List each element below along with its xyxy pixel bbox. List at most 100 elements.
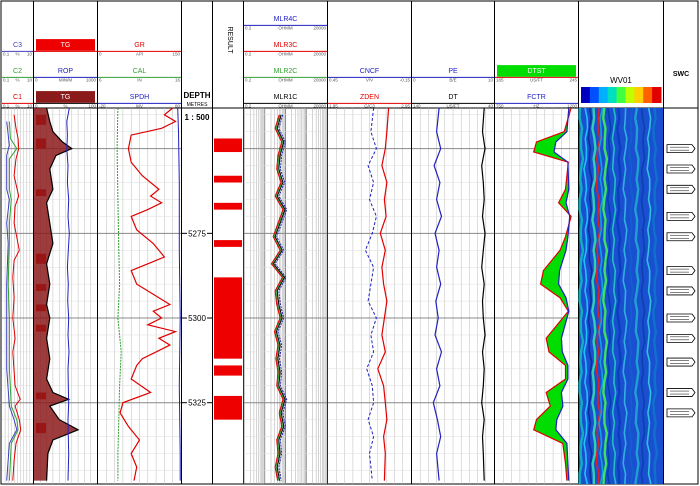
- scale-max: 1200: [567, 103, 578, 108]
- swc-marker: [666, 408, 696, 418]
- waveform-band: [633, 107, 640, 485]
- scale-max: 10: [27, 77, 33, 82]
- swc-marker: [666, 357, 696, 367]
- depth-tick-label: 5275: [188, 229, 206, 238]
- scale-unit: OHMM: [278, 51, 292, 56]
- waveform-band: [640, 107, 646, 485]
- curve-name: CAL: [133, 68, 147, 75]
- scale-min: 1.95: [329, 103, 338, 108]
- curve-name: GR: [134, 42, 145, 49]
- waveform-band: [606, 107, 612, 485]
- track-grid: [412, 108, 494, 484]
- series-MLR3C: [270, 114, 284, 481]
- scale-min: 750: [496, 103, 504, 108]
- waveform-band: [622, 107, 628, 485]
- curve-name: CNCF: [360, 68, 379, 75]
- result-interval: [214, 138, 242, 153]
- curve-name: TG: [61, 42, 71, 49]
- color-bar-segment: [625, 87, 635, 103]
- series-FCTR: [553, 107, 571, 481]
- result-interval: [214, 277, 242, 359]
- scale-unit: OHMM: [278, 103, 292, 108]
- scale-max: 20000: [313, 103, 326, 108]
- waveform-band: [595, 107, 601, 485]
- curve-name: C1: [13, 94, 22, 101]
- series-ZDEN: [377, 107, 390, 481]
- swc-marker: [666, 144, 696, 154]
- scale-max: 245: [569, 77, 577, 82]
- scale-min: 0: [35, 77, 38, 82]
- waveform-band: [591, 107, 597, 485]
- track-grid: [328, 108, 411, 484]
- series-MLR1C: [272, 114, 286, 481]
- series-MLR4C: [274, 114, 288, 481]
- waveform-band: [578, 107, 585, 485]
- scale-max: 1000: [86, 77, 97, 82]
- track-grid: [98, 108, 181, 484]
- scale-max: 80: [175, 103, 181, 108]
- waveform-band: [652, 107, 659, 485]
- series-DT: [481, 107, 486, 481]
- dtst-fctr-fill: [533, 108, 572, 481]
- color-bar-segment: [598, 87, 609, 103]
- scale-max: 10: [27, 103, 33, 108]
- scale-min: 0: [413, 77, 416, 82]
- swc-marker: [666, 232, 696, 242]
- color-bar-segment: [607, 87, 618, 103]
- scale-min: 0.1: [3, 77, 10, 82]
- scale-min: 0: [99, 51, 102, 56]
- track-grid: [243, 108, 328, 484]
- depth-scale: 1 : 500: [185, 113, 210, 122]
- curve-name: C2: [13, 68, 22, 75]
- curve-name: DT: [448, 94, 458, 101]
- scale-unit: %: [15, 51, 19, 56]
- wave-label: WV01: [610, 76, 632, 85]
- scale-unit: OHMM: [278, 77, 292, 82]
- scale-min: 0.2: [245, 25, 252, 30]
- scale-min: 6: [99, 77, 102, 82]
- scale-unit: V/V: [366, 77, 373, 82]
- scale-min: 0.2: [245, 103, 252, 108]
- curve-name: PE: [448, 68, 458, 75]
- waveform-band: [587, 107, 593, 485]
- curve-name: MLR1C: [274, 94, 298, 101]
- waveform-band: [583, 107, 589, 485]
- swc-marker: [666, 286, 696, 296]
- swc-marker: [666, 266, 696, 275]
- waveform-band: [628, 107, 634, 485]
- curve-name: ZDEN: [360, 94, 379, 101]
- header-fill-swatch: [497, 65, 576, 77]
- scale-max: 100: [88, 103, 96, 108]
- tg-fill: [34, 108, 79, 481]
- swc-marker: [666, 388, 696, 397]
- scale-unit: IN: [137, 77, 142, 82]
- scale-min: 0.1: [3, 51, 10, 56]
- scale-max: 20000: [313, 51, 326, 56]
- scale-unit: %: [15, 77, 19, 82]
- scale-min: 0: [35, 103, 38, 108]
- swc-marker: [666, 184, 696, 194]
- swc-marker: [666, 313, 696, 323]
- series-PE: [432, 107, 443, 481]
- result-interval: [214, 395, 242, 420]
- series-MLR2C: [271, 114, 285, 481]
- scale-max: 2.95: [401, 103, 410, 108]
- curve-name: C3: [13, 42, 22, 49]
- scale-unit: OHMM: [278, 25, 292, 30]
- curve-name: SPDH: [130, 94, 149, 101]
- scale-min: 0.1: [3, 103, 10, 108]
- depth-title: DEPTH: [183, 91, 210, 100]
- color-bar-segment: [581, 87, 591, 103]
- result-interval: [214, 240, 242, 247]
- series-CNCF: [364, 107, 377, 481]
- result-interval: [214, 202, 242, 210]
- result-interval: [214, 365, 242, 376]
- color-bar-segment: [652, 87, 662, 103]
- scale-min: 0.2: [245, 77, 252, 82]
- series-SPDH: [177, 107, 181, 481]
- scale-unit: %: [63, 103, 67, 108]
- curve-name: TG: [61, 94, 71, 101]
